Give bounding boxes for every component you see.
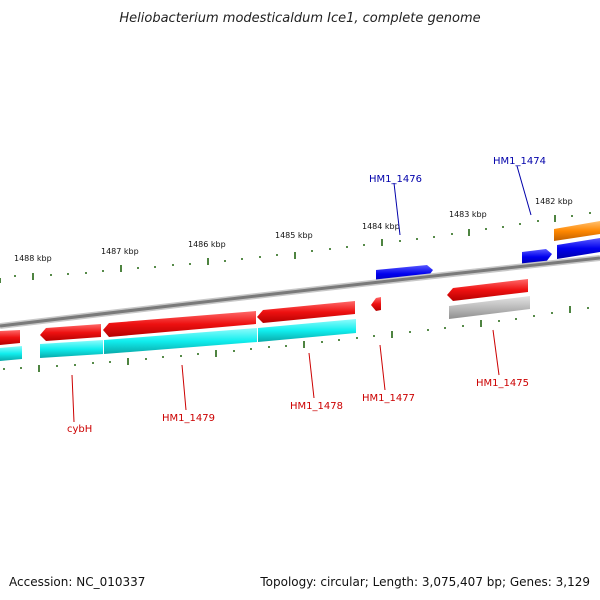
forward-genes [376, 221, 600, 283]
gene-hm1-1477[interactable] [371, 297, 381, 311]
cds-hm1-1478[interactable] [258, 319, 356, 342]
label-hm1-1478[interactable]: HM1_1478 [290, 401, 343, 412]
label-hm1-1476[interactable]: HM1_1476 [369, 174, 422, 185]
leader-hm1-1475 [492, 329, 500, 376]
cds-cybh[interactable] [40, 340, 103, 358]
label-hm1-1474[interactable]: HM1_1474 [493, 156, 546, 167]
leader-hm1-1476 [393, 182, 401, 236]
scale-labels: 1488 kbp 1487 kbp 1486 kbp 1485 kbp 1484… [14, 197, 573, 263]
cds-left-edge[interactable] [0, 346, 22, 361]
label-cybh[interactable]: cybH [67, 424, 92, 435]
forward-scale-dots [14, 212, 591, 277]
scale-label-1482: 1482 kbp [535, 197, 573, 206]
scale-label-1486: 1486 kbp [188, 240, 226, 249]
label-hm1-1479[interactable]: HM1_1479 [162, 413, 215, 424]
genome-backbone-core [0, 256, 600, 328]
scale-label-1484: 1484 kbp [362, 222, 400, 231]
label-hm1-1477[interactable]: HM1_1477 [362, 393, 415, 404]
gene-hm1-1475[interactable] [447, 279, 528, 301]
reverse-scale-ticks [38, 306, 571, 372]
scale-label-1488: 1488 kbp [14, 254, 52, 263]
lower-gene-labels: cybH HM1_1479 HM1_1478 HM1_1477 HM1_1475 [67, 329, 529, 435]
gene-hm1-1478[interactable] [257, 301, 355, 323]
leader-hm1-1477 [379, 344, 386, 391]
gene-highlight-orange[interactable] [554, 221, 600, 241]
gene-hm1-1479[interactable] [103, 311, 256, 337]
gene-left-edge[interactable] [0, 330, 20, 345]
feature-row [0, 296, 530, 361]
reverse-scale-dots [3, 307, 589, 370]
accession-text: Accession: NC_010337 [9, 575, 145, 589]
leader-hm1-1479 [181, 364, 187, 411]
scale-label-1483: 1483 kbp [449, 210, 487, 219]
reverse-genes [0, 279, 528, 345]
topology-text: Topology: circular; Length: 3,075,407 bp… [259, 575, 590, 589]
label-hm1-1475[interactable]: HM1_1475 [476, 378, 529, 389]
feature-hm1-1475-gray[interactable] [449, 296, 530, 319]
leader-hm1-1474 [516, 165, 532, 216]
map-title: Heliobacterium modesticaldum Ice1, compl… [119, 11, 480, 26]
cds-hm1-1479[interactable] [104, 328, 257, 354]
leader-hm1-1478 [308, 352, 315, 399]
gene-blue-right[interactable] [557, 238, 600, 259]
scale-label-1485: 1485 kbp [275, 231, 313, 240]
scale-label-1487: 1487 kbp [101, 247, 139, 256]
leader-cybh [71, 374, 75, 423]
upper-gene-labels: HM1_1476 HM1_1474 [369, 156, 546, 236]
gene-cybh[interactable] [40, 324, 101, 341]
forward-scale-ticks [0, 215, 556, 283]
